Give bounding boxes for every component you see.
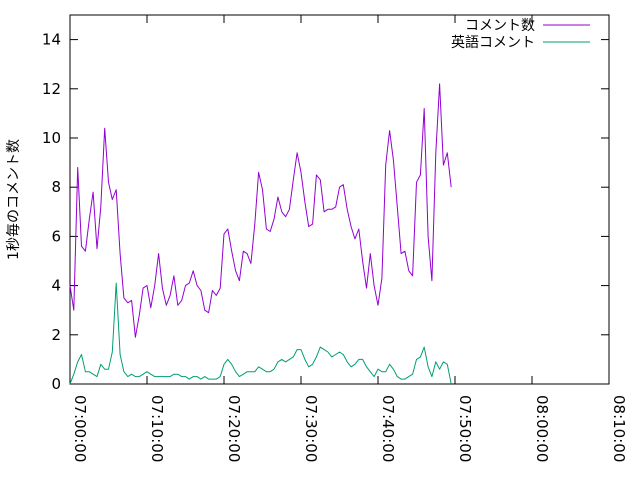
plot-frame xyxy=(69,14,610,385)
legend-label-comments: コメント数 xyxy=(465,18,535,34)
y-tick-label: 0 xyxy=(51,375,61,393)
y-tick-label: 6 xyxy=(51,227,61,245)
y-tick-label: 10 xyxy=(42,129,61,147)
y-tick-label: 2 xyxy=(51,326,61,344)
series-line-comments xyxy=(69,83,452,338)
x-tick-label: 08:10:00 xyxy=(610,395,628,462)
y-tick-label: 4 xyxy=(51,277,61,295)
x-tick-label: 07:20:00 xyxy=(225,395,243,462)
legend: コメント数 英語コメント xyxy=(451,18,590,51)
x-tick-labels: 07:00:00 07:10:00 07:20:00 07:30:00 07:40:00… xyxy=(71,395,628,462)
series-line-english-comments xyxy=(69,282,452,385)
x-tick-label: 07:00:00 xyxy=(71,395,89,462)
y-tick-label: 12 xyxy=(42,80,61,98)
x-tick-label: 07:30:00 xyxy=(302,395,320,462)
y-tick-labels: 0 2 4 6 8 10 12 14 xyxy=(42,31,61,393)
axis-ticks xyxy=(70,15,609,384)
y-tick-label: 14 xyxy=(42,31,61,49)
x-tick-label: 07:50:00 xyxy=(456,395,474,462)
x-tick-label: 08:00:00 xyxy=(533,395,551,462)
x-tick-label: 07:10:00 xyxy=(148,395,166,462)
y-tick-label: 8 xyxy=(51,178,61,196)
y-axis-title: 1秒毎のコメント数 xyxy=(6,139,22,260)
x-tick-label: 07:40:00 xyxy=(379,395,397,462)
series-lines xyxy=(69,83,452,385)
legend-label-english-comments: 英語コメント xyxy=(451,34,535,51)
